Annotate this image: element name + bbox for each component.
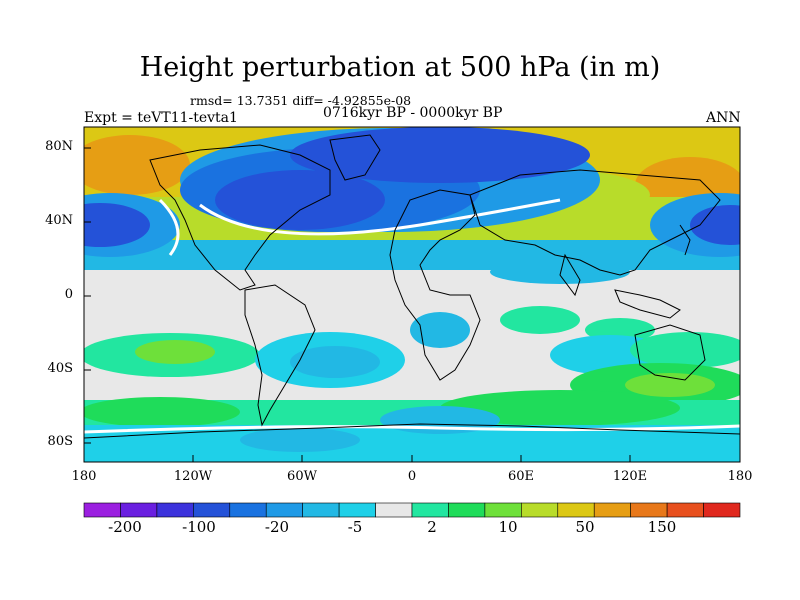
lon-tick-120e: 120E <box>612 469 648 484</box>
lon-tick-120w: 120W <box>173 469 213 484</box>
colorbar-swatch <box>156 502 194 518</box>
lon-tick-180w: 180 <box>71 469 97 484</box>
colorbar-swatch <box>83 502 121 518</box>
plot-title: Height perturbation at 500 hPa (in m) <box>139 52 661 83</box>
lat-tick-80n: 80N <box>45 139 73 154</box>
colorbar-swatch <box>448 502 486 518</box>
colorbar-swatch <box>666 502 704 518</box>
colorbar <box>83 502 741 518</box>
colorbar-label: -5 <box>347 518 363 536</box>
colorbar-swatch <box>557 502 595 518</box>
colorbar-swatch <box>593 502 631 518</box>
colorbar-swatch <box>630 502 668 518</box>
lon-tick-180e: 180 <box>727 469 753 484</box>
colorbar-swatch <box>229 502 267 518</box>
colorbar-label: 150 <box>647 518 677 536</box>
colorbar-label: -20 <box>264 518 290 536</box>
lon-tick-60w: 60W <box>287 469 317 484</box>
contour-field <box>84 127 740 462</box>
colorbar-label: -100 <box>182 518 216 536</box>
colorbar-swatch <box>193 502 231 518</box>
colorbar-swatch <box>703 502 741 518</box>
colorbar-swatch <box>521 502 559 518</box>
stats-text: rmsd= 13.7351 diff= -4.92855e-08 <box>190 93 412 108</box>
colorbar-label: 2 <box>427 518 437 536</box>
colorbar-swatch <box>120 502 158 518</box>
lat-tick-0: 0 <box>64 287 73 302</box>
colorbar-label: 50 <box>575 518 595 536</box>
season-label: ANN <box>706 110 741 126</box>
colorbar-label: 10 <box>498 518 518 536</box>
axis-ticks <box>83 147 741 462</box>
colorbar-swatch <box>484 502 522 518</box>
lon-tick-0: 0 <box>407 469 417 484</box>
colorbar-swatch <box>375 502 413 518</box>
experiment-label: Expt = teVT11-tevta1 <box>84 110 238 126</box>
lon-tick-60e: 60E <box>507 469 535 484</box>
colorbar-label: -200 <box>108 518 142 536</box>
colorbar-swatch <box>411 502 449 518</box>
colorbar-swatch <box>302 502 340 518</box>
coastlines <box>84 134 740 439</box>
colorbar-swatch <box>265 502 303 518</box>
lat-tick-40s: 40S <box>47 361 73 376</box>
period-label: 0716kyr BP - 0000kyr BP <box>323 105 503 121</box>
lat-tick-40n: 40N <box>45 213 73 228</box>
colorbar-swatch <box>338 502 376 518</box>
lat-tick-80s: 80S <box>47 434 73 449</box>
